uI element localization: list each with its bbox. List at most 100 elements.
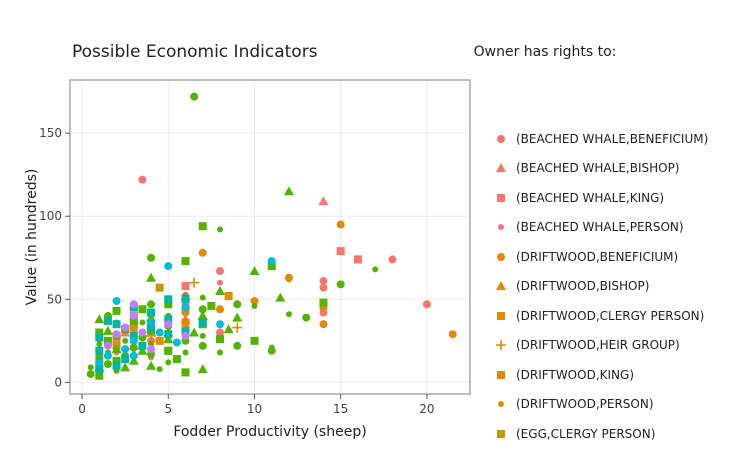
legend-key	[496, 281, 506, 291]
legend-marker	[496, 281, 506, 291]
data-point	[388, 255, 397, 264]
data-point	[216, 320, 224, 329]
data-point	[223, 324, 234, 334]
y-tick-label: 0	[54, 375, 62, 389]
legend-key	[496, 340, 506, 351]
data-point	[164, 330, 173, 339]
data-point	[224, 291, 233, 300]
data-point	[147, 323, 156, 332]
legend-item[interactable]: (BEACHED WHALE,KING)	[490, 183, 730, 213]
data-point	[147, 308, 156, 317]
legend: (BEACHED WHALE,BENEFICIUM) (BEACHED WHALE…	[490, 124, 730, 449]
legend-marker	[496, 340, 506, 351]
data-point	[285, 311, 292, 318]
data-point	[96, 341, 103, 348]
legend-marker	[497, 370, 505, 379]
data-point	[319, 320, 328, 329]
legend-item[interactable]: (DRIFTWOOD,KING)	[490, 360, 730, 390]
data-point	[216, 267, 224, 276]
data-point	[319, 277, 328, 286]
data-point	[95, 346, 104, 355]
data-point	[164, 315, 173, 324]
data-point	[189, 327, 200, 337]
data-point	[146, 360, 157, 370]
legend-label: (DRIFTWOOD,PERSON)	[516, 397, 654, 412]
data-point	[112, 320, 121, 329]
data-point	[112, 361, 121, 370]
data-point	[198, 305, 207, 314]
legend-item[interactable]: (DRIFTWOOD,CLERGY PERSON)	[490, 301, 730, 331]
data-point	[155, 283, 164, 292]
legend-item[interactable]: (BEACHED WHALE,PERSON)	[490, 213, 730, 243]
data-point	[95, 328, 104, 337]
legend-label: (DRIFTWOOD,KING)	[516, 367, 634, 382]
data-point	[129, 311, 138, 320]
plot-border	[69, 79, 471, 395]
legend-marker	[498, 224, 504, 231]
data-point	[319, 283, 328, 292]
data-point	[215, 285, 225, 295]
data-point	[181, 282, 190, 291]
data-point	[112, 330, 121, 339]
legend-item[interactable]: (DRIFTWOOD,HEIR GROUP)	[490, 331, 730, 361]
data-point	[103, 360, 112, 369]
legend-marker	[497, 252, 505, 261]
data-point	[164, 262, 173, 271]
data-point	[422, 300, 431, 309]
data-point	[147, 300, 156, 309]
legend-item[interactable]: (DRIFTWOOD,PERSON)	[490, 390, 730, 420]
data-point	[285, 276, 292, 283]
legend-title: Owner has rights to:	[473, 44, 617, 60]
legend-label: (EGG,CLERGY PERSON)	[516, 426, 656, 441]
data-point	[250, 336, 259, 345]
data-point	[216, 328, 224, 337]
data-point	[111, 344, 122, 354]
data-point	[129, 316, 138, 325]
x-tick-label: 10	[247, 402, 262, 416]
y-tick-label: 50	[47, 292, 62, 306]
data-point	[121, 345, 130, 354]
data-point	[336, 280, 345, 289]
data-point	[216, 335, 224, 344]
data-point	[95, 358, 104, 367]
data-point	[138, 175, 147, 184]
data-point	[232, 322, 243, 333]
data-point	[207, 301, 216, 310]
data-point	[336, 247, 345, 256]
data-point	[190, 92, 199, 101]
data-point	[129, 300, 138, 309]
data-point	[120, 362, 131, 372]
legend-marker	[498, 401, 504, 408]
data-point	[95, 371, 104, 380]
chart-title: Possible Economic Indicators	[72, 42, 318, 62]
data-point	[103, 316, 112, 325]
x-tick-label: 5	[164, 402, 172, 416]
data-point	[139, 319, 146, 326]
data-point	[182, 349, 189, 356]
data-point	[372, 266, 379, 273]
legend-key	[497, 193, 505, 202]
legend-key	[496, 163, 506, 173]
data-point	[95, 365, 104, 374]
data-point	[267, 257, 276, 266]
legend-key	[498, 224, 504, 231]
data-point	[147, 253, 156, 262]
data-point	[249, 266, 260, 276]
legend-label: (DRIFTWOOD,BENEFICIUM)	[516, 249, 679, 264]
legend-item[interactable]: (BEACHED WHALE,BENEFICIUM)	[490, 124, 730, 154]
legend-marker	[497, 193, 505, 202]
data-point	[233, 341, 242, 350]
data-point	[103, 336, 112, 345]
data-point	[251, 302, 258, 309]
data-point	[181, 326, 190, 335]
legend-item[interactable]: (BEACHED WHALE,BISHOP)	[490, 154, 730, 184]
legend-item[interactable]: (DRIFTWOOD,BISHOP)	[490, 272, 730, 302]
data-point	[448, 330, 457, 339]
data-point	[94, 314, 105, 324]
legend-item[interactable]: (EGG,CLERGY PERSON)	[490, 419, 730, 449]
legend-item[interactable]: (DRIFTWOOD,BENEFICIUM)	[490, 242, 730, 272]
legend-label: (BEACHED WHALE,PERSON)	[516, 220, 684, 235]
legend-key	[497, 429, 505, 438]
data-point	[87, 364, 94, 371]
